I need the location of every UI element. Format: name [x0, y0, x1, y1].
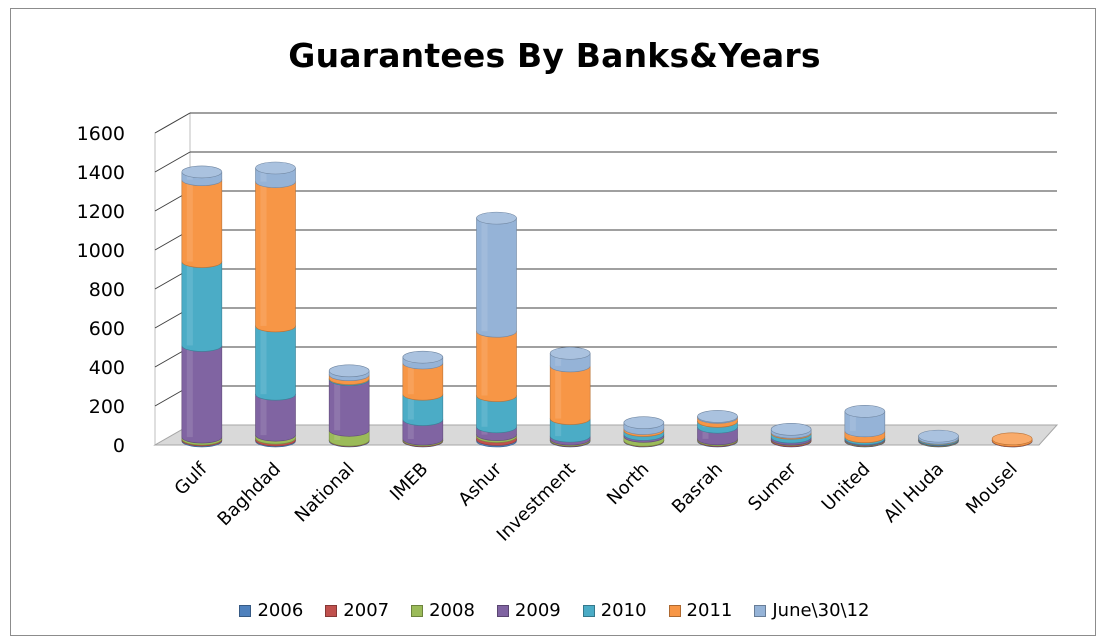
- legend-swatch: [496, 604, 509, 617]
- bar-highlight: [260, 168, 267, 182]
- bar-highlight: [702, 427, 709, 439]
- bar-highlight: [849, 411, 856, 431]
- legend-swatch: [754, 604, 767, 617]
- y-tick-label: 1200: [77, 201, 125, 223]
- bar-highlight: [555, 365, 562, 419]
- legend-item: 2010: [582, 600, 647, 621]
- x-tick-label: Sumer: [744, 458, 801, 515]
- bar-highlight: [481, 331, 488, 396]
- bar-segment: [181, 261, 223, 352]
- bar-highlight: [407, 419, 414, 440]
- legend-swatch: [239, 604, 252, 617]
- bar-top-cap: [549, 346, 591, 360]
- legend-label: 2010: [600, 600, 647, 621]
- x-tick-label: Basrah: [668, 459, 727, 518]
- bar-top-cap: [623, 416, 665, 429]
- x-tick-label: Ashur: [454, 458, 506, 510]
- gridline-diagonal: [154, 151, 191, 173]
- bar-highlight: [481, 395, 488, 427]
- legend-item: June\30\12: [754, 600, 870, 621]
- bar-segment: [181, 179, 223, 268]
- x-tick-label: United: [818, 459, 875, 516]
- bar-top-cap: [844, 405, 886, 418]
- bar-segment: [402, 419, 444, 446]
- chart-title: Guarantees By Banks&Years: [288, 36, 821, 75]
- bar-segment: [844, 411, 886, 438]
- bar-highlight: [260, 325, 267, 395]
- legend-swatch: [668, 604, 681, 617]
- y-tick-label: 400: [89, 357, 125, 379]
- legend-label: 2011: [686, 600, 733, 621]
- bar-top-cap: [770, 422, 812, 436]
- legend-label: 2009: [514, 600, 561, 621]
- bar-segment: [549, 365, 591, 425]
- bar-highlight: [334, 379, 341, 431]
- x-tick-label: National: [291, 459, 359, 527]
- bar-segment: [476, 330, 517, 402]
- bar-top-cap: [181, 165, 223, 179]
- x-tick-label: Mousel: [962, 459, 1022, 519]
- bar-highlight: [407, 394, 414, 420]
- x-tick-label: All Huda: [880, 459, 948, 527]
- bar-highlight: [186, 345, 193, 438]
- bar-segment: [181, 345, 223, 444]
- y-tick-label: 1000: [77, 240, 125, 262]
- bar-top-cap: [918, 429, 959, 443]
- x-tick-label: North: [603, 459, 653, 509]
- bar-highlight: [481, 218, 488, 332]
- y-tick-label: 1600: [77, 123, 125, 145]
- floor: [153, 424, 1059, 446]
- bar-highlight: [260, 394, 267, 436]
- bar-highlight: [407, 363, 414, 395]
- chart-plot: 0 200 400 600 800 1000 1200 1400 1600 Gulf Baghdad…: [77, 112, 1059, 546]
- legend-item: 2011: [668, 600, 733, 621]
- bar-segment: [255, 325, 296, 401]
- bar-segment: [476, 217, 517, 338]
- x-tick-label: Gulf: [171, 458, 212, 499]
- bar-highlight: [186, 261, 193, 346]
- bar-segment: [549, 418, 591, 443]
- y-tick-label: 800: [89, 279, 125, 301]
- x-tick-label: IMEB: [386, 459, 432, 505]
- legend-swatch: [411, 604, 424, 617]
- bar-top-cap: [476, 211, 517, 225]
- bar-segment: [402, 393, 444, 426]
- bar-segment: [255, 393, 296, 442]
- x-tick-label: Investment: [493, 459, 580, 546]
- bar-top-cap: [697, 410, 738, 423]
- y-tick-label: 0: [113, 435, 125, 457]
- bar-top-cap: [991, 432, 1033, 446]
- legend-label: 2006: [257, 600, 304, 621]
- legend-swatch: [325, 604, 338, 617]
- legend-item: 2008: [411, 600, 475, 621]
- bar-segment: [476, 395, 517, 434]
- y-tick-label: 200: [89, 396, 125, 418]
- y-tick-label: 600: [89, 318, 125, 340]
- chart-legend: 2006 2007 2008 2009 2010 2011 June\30\12: [0, 600, 1109, 621]
- legend-swatch: [582, 604, 595, 617]
- bar-highlight: [260, 181, 267, 326]
- y-tick-label: 1400: [77, 162, 125, 184]
- bar-top-cap: [328, 364, 370, 378]
- legend-item: 2009: [496, 600, 561, 621]
- legend-item: 2006: [239, 600, 303, 621]
- legend-label: 2008: [429, 600, 475, 621]
- x-tick-label: Baghdad: [214, 459, 285, 530]
- bar-highlight: [555, 353, 562, 366]
- legend-label: 2007: [343, 600, 390, 621]
- bar-highlight: [555, 418, 562, 437]
- bar-highlight: [186, 179, 193, 262]
- bar-top-cap: [255, 161, 296, 175]
- legend-label: June\30\12: [772, 600, 870, 621]
- bar-segment: [255, 181, 296, 333]
- bar-segment: [402, 362, 444, 401]
- bar-top-cap: [402, 350, 444, 364]
- legend-item: 2007: [325, 600, 389, 621]
- bar-segment: [328, 379, 370, 437]
- gridline-diagonal: [154, 112, 191, 134]
